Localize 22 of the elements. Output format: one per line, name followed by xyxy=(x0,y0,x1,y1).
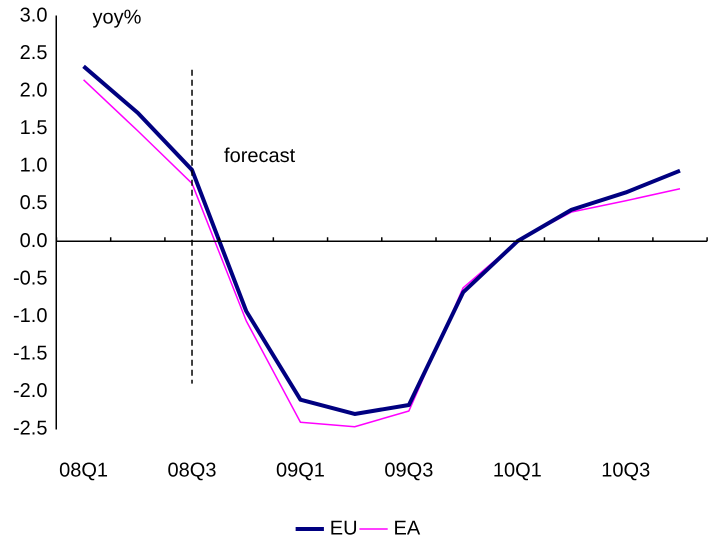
y-tick-label: 1.5 xyxy=(20,117,48,140)
y-tick-label: -2.5 xyxy=(12,418,48,440)
y-axis-title: yoy% xyxy=(92,6,142,29)
legend-label: EU xyxy=(330,518,358,540)
y-tick-label: -1.0 xyxy=(12,304,48,327)
y-tick-label: -1.5 xyxy=(12,342,48,364)
x-tick-label: 10Q1 xyxy=(492,460,542,482)
x-tick-label: 09Q1 xyxy=(276,460,325,482)
y-tick-label: 1.0 xyxy=(20,154,48,177)
legend-label: EA xyxy=(394,518,421,540)
y-tick-label: 0.5 xyxy=(20,192,48,214)
x-tick-label: 08Q1 xyxy=(59,460,108,482)
x-tick-label: 10Q3 xyxy=(601,460,650,482)
y-tick-label: 0.0 xyxy=(20,230,48,252)
x-tick-label: 08Q3 xyxy=(168,460,216,482)
y-tick-label: 2.0 xyxy=(20,80,48,102)
y-tick-label: -2.0 xyxy=(12,380,48,402)
y-tick-label: -0.5 xyxy=(12,267,48,290)
x-tick-label: 09Q3 xyxy=(384,460,434,482)
y-tick-label: 3.0 xyxy=(20,4,48,27)
ref-line-label: forecast xyxy=(224,144,296,167)
y-tick-label: 2.5 xyxy=(20,42,48,64)
